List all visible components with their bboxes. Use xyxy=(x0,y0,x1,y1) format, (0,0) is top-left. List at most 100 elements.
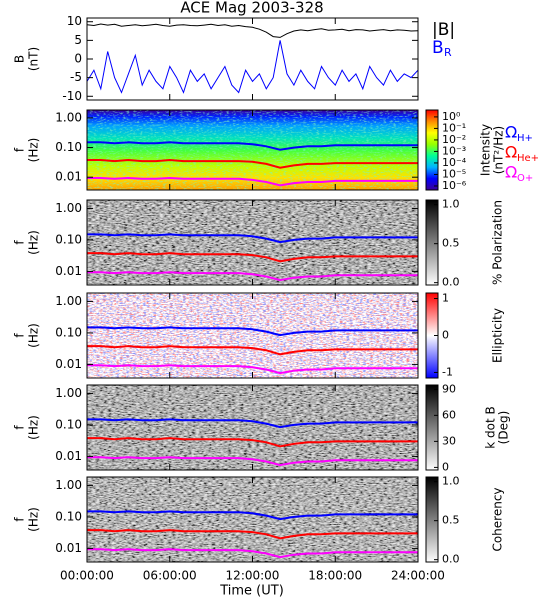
x-tick-label: 18:00:00 xyxy=(308,569,362,583)
colorbar-label: k dot B xyxy=(484,406,498,448)
y-axis-label: (Hz) xyxy=(27,415,41,440)
gyrofrequency-line xyxy=(87,437,418,448)
y-tick-label: 1.00 xyxy=(55,386,82,400)
legend-label: Ω xyxy=(505,123,517,142)
colorbar-tick-label: 0 xyxy=(442,460,449,473)
y-tick-label: 0.10 xyxy=(55,232,82,246)
colorbar-tick-label: -1 xyxy=(442,365,453,378)
y-tick-label: 0.10 xyxy=(55,417,82,431)
colorbar xyxy=(425,384,439,471)
colorbar-tick-label: 60 xyxy=(442,408,456,421)
colorbar xyxy=(425,476,439,563)
colorbar-tick-label: 10⁻¹ xyxy=(442,121,466,134)
gyrofrequency-line xyxy=(87,548,418,559)
gyrofrequency-line xyxy=(87,252,418,263)
colorbar-label: (nT²/Hz) xyxy=(492,126,506,174)
data-line xyxy=(86,40,419,94)
colorbar-label: Ellipticity xyxy=(491,308,505,363)
y-tick-label: 0.01 xyxy=(55,357,82,371)
colorbar-tick-label: 1.0 xyxy=(442,475,460,488)
colorbar-label: % Polarization xyxy=(491,200,505,285)
x-tick-label: 06:00:00 xyxy=(143,569,197,583)
y-axis-label: f xyxy=(13,240,27,245)
colorbar-label: (Deg) xyxy=(497,411,511,445)
data-line xyxy=(86,23,419,38)
gyrofrequency-line xyxy=(87,345,418,356)
gyrofrequency-line xyxy=(87,158,418,169)
colorbar-tick-label: 1.0 xyxy=(442,198,460,211)
x-tick-label: 24:00:00 xyxy=(391,569,445,583)
spectrogram-image xyxy=(87,293,418,378)
gyrofrequency-line xyxy=(87,456,418,467)
y-tick-label: 0.01 xyxy=(55,264,82,278)
y-axis-label: (nT) xyxy=(27,47,41,71)
spectrogram-image xyxy=(87,477,418,562)
y-tick-label: 10 xyxy=(67,14,82,28)
spectrogram-image xyxy=(87,200,418,285)
y-tick-label: 0.10 xyxy=(55,140,82,154)
spectrogram-image xyxy=(87,385,418,470)
legend-label: Ω xyxy=(505,143,517,162)
colorbar-tick-label: 0.0 xyxy=(442,553,460,566)
gyrofrequency-line xyxy=(87,364,418,375)
gyrofrequency-line xyxy=(87,141,418,151)
y-tick-label: 1.00 xyxy=(55,201,82,215)
chart-title: ACE Mag 2003-328 xyxy=(180,0,323,17)
colorbar-tick-label: 10⁻⁵ xyxy=(442,167,466,180)
colorbar-tick-label: 0.5 xyxy=(442,237,460,250)
gyrofrequency-line xyxy=(87,529,418,540)
y-axis-label: f xyxy=(13,425,27,430)
legend-label: B xyxy=(432,38,444,58)
colorbar xyxy=(425,199,439,286)
y-tick-label: 1.00 xyxy=(55,110,82,124)
colorbar-tick-label: 10⁻³ xyxy=(442,144,466,157)
gyrofrequency-line xyxy=(87,510,418,521)
y-axis-label: (Hz) xyxy=(27,230,41,255)
colorbar-tick-label: 10⁻² xyxy=(442,133,466,146)
y-tick-label: 1.00 xyxy=(55,478,82,492)
colorbar-label: Coherency xyxy=(491,487,505,551)
y-tick-label: -10 xyxy=(62,89,82,103)
y-tick-label: 5 xyxy=(74,33,82,47)
y-tick-label: 0.10 xyxy=(55,325,82,339)
legend-subscript: H+ xyxy=(517,133,533,144)
gyrofrequency-line xyxy=(87,326,418,337)
gyrofrequency-line xyxy=(87,271,418,282)
colorbar-tick-label: 30 xyxy=(442,434,456,447)
y-tick-label: 1.00 xyxy=(55,294,82,308)
y-axis-label: f xyxy=(13,517,27,522)
colorbar-tick-label: 1 xyxy=(442,292,449,305)
y-tick-label: -5 xyxy=(70,70,82,84)
y-tick-label: 0.01 xyxy=(55,541,82,555)
y-axis-label: (Hz) xyxy=(27,323,41,348)
colorbar-tick-label: 0 xyxy=(442,329,449,342)
y-axis-label: (Hz) xyxy=(27,507,41,532)
y-axis-label: B xyxy=(13,55,27,63)
legend-label: |B| xyxy=(432,20,455,40)
legend-label: Ω xyxy=(505,163,517,182)
colorbar-label: Intensity xyxy=(479,124,493,176)
colorbar-tick-label: 10⁻⁴ xyxy=(442,156,467,169)
colorbar-tick-label: 0.5 xyxy=(442,514,460,527)
y-axis-label: f xyxy=(13,333,27,338)
x-axis-label: Time (UT) xyxy=(219,584,284,599)
legend-subscript: R xyxy=(444,46,452,59)
colorbar-tick-label: 90 xyxy=(442,382,456,395)
colorbar-tick-label: 0.0 xyxy=(442,276,460,289)
y-tick-label: 0.10 xyxy=(55,509,82,523)
colorbar xyxy=(425,109,439,191)
legend-subscript: O+ xyxy=(517,173,533,184)
colorbar-tick-label: 10⁻⁶ xyxy=(442,179,467,192)
gyrofrequency-line xyxy=(87,176,418,187)
y-tick-label: 0 xyxy=(74,52,82,66)
gyrofrequency-line xyxy=(87,418,418,429)
y-axis-label: f xyxy=(13,147,27,152)
gyrofrequency-line xyxy=(87,233,418,244)
y-tick-label: 0.01 xyxy=(55,449,82,463)
x-tick-label: 12:00:00 xyxy=(226,569,280,583)
colorbar-tick-label: 10⁰ xyxy=(442,110,461,123)
x-tick-label: 00:00:00 xyxy=(60,569,114,583)
y-tick-label: 0.01 xyxy=(55,170,82,184)
legend-subscript: He+ xyxy=(517,153,539,164)
